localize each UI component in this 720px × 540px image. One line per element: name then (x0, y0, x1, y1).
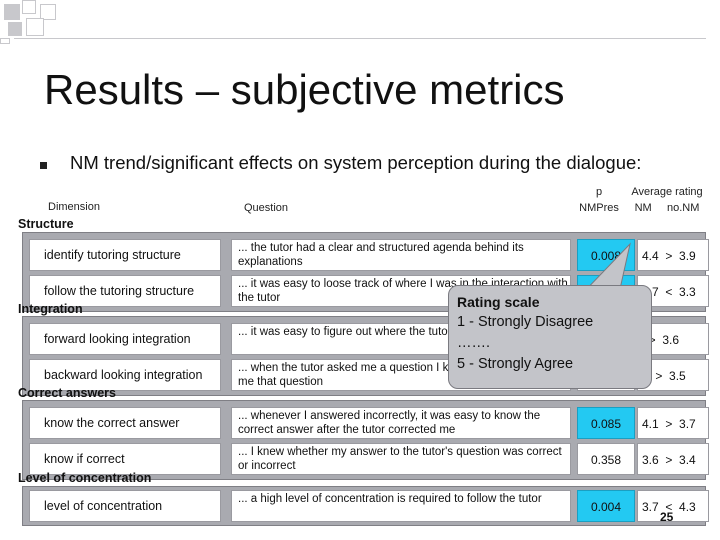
callout-line: ……. (457, 335, 491, 351)
title-rule (14, 38, 706, 39)
dimension-cell: level of concentration (44, 499, 163, 513)
section-title-integration: Integration (18, 302, 83, 316)
callout-line: 5 - Strongly Agree (457, 356, 574, 372)
rating-cell: > 3.6 (642, 333, 680, 347)
header-question: Question (244, 202, 289, 214)
rating-cell: 4.4 > 3.9 (642, 249, 696, 263)
header-average-rating: Average rating NM no.NM (626, 186, 708, 214)
question-cell: ... I knew whether my answer to the tuto… (238, 446, 562, 472)
p-value-cell: 0.085 (590, 417, 622, 431)
section-group-level-of-concentration: level of concentration ... a high level … (22, 486, 709, 526)
header-nm: NM (634, 202, 652, 214)
rating-cell: 3.7 < 4.3 (642, 500, 696, 514)
p-value-cell: 0.004 (590, 500, 622, 514)
header-average-line1: Average rating (631, 186, 703, 198)
dimension-cell: backward looking integration (44, 368, 203, 382)
header-p-line2: NMPres (579, 202, 619, 214)
corner-decoration (0, 0, 720, 44)
dimension-cell: forward looking integration (44, 332, 191, 346)
header-p: p NMPres (576, 186, 622, 214)
section-title-structure: Structure (18, 217, 74, 231)
callout-title: Rating scale (457, 294, 540, 310)
rating-cell: 4.1 > 3.7 (642, 417, 696, 431)
p-value-cell: 0.008 (590, 249, 622, 263)
section-title-correct-answers: Correct answers (18, 386, 116, 400)
table-row: identify tutoring structure ... the tuto… (29, 239, 709, 271)
question-cell: ... a high level of concentration is req… (238, 493, 542, 505)
slide-title: Results – subjective metrics (44, 66, 565, 113)
header-nonm: no.NM (666, 202, 700, 214)
question-cell: ... whenever I answered incorrectly, it … (238, 410, 541, 436)
header-p-line1: p (595, 186, 603, 198)
table-row: know if correct ... I knew whether my an… (29, 443, 709, 475)
section-title-level-of-concentration: Level of concentration (18, 471, 152, 485)
table-row: know the correct answer ... whenever I a… (29, 407, 709, 439)
dimension-cell: follow the tutoring structure (44, 284, 195, 298)
section-group-correct-answers: know the correct answer ... whenever I a… (22, 400, 709, 480)
slide-subtitle: NM trend/significant effects on system p… (70, 152, 642, 173)
bullet-icon (40, 162, 47, 169)
page-number: 25 (660, 510, 674, 524)
dimension-cell: know the correct answer (44, 416, 180, 430)
callout-line: 1 - Strongly Disagree (457, 314, 594, 330)
question-cell: ... the tutor had a clear and structured… (238, 242, 524, 268)
table-row: level of concentration ... a high level … (29, 490, 709, 522)
rating-cell: 3.6 > 3.4 (642, 453, 696, 467)
header-dimension: Dimension (48, 201, 100, 213)
rating-scale-callout: Rating scale 1 - Strongly Disagree ……. 5… (448, 285, 652, 389)
dimension-cell: identify tutoring structure (44, 248, 181, 262)
dimension-cell: know if correct (44, 452, 125, 466)
p-value-cell: 0.358 (590, 453, 622, 467)
